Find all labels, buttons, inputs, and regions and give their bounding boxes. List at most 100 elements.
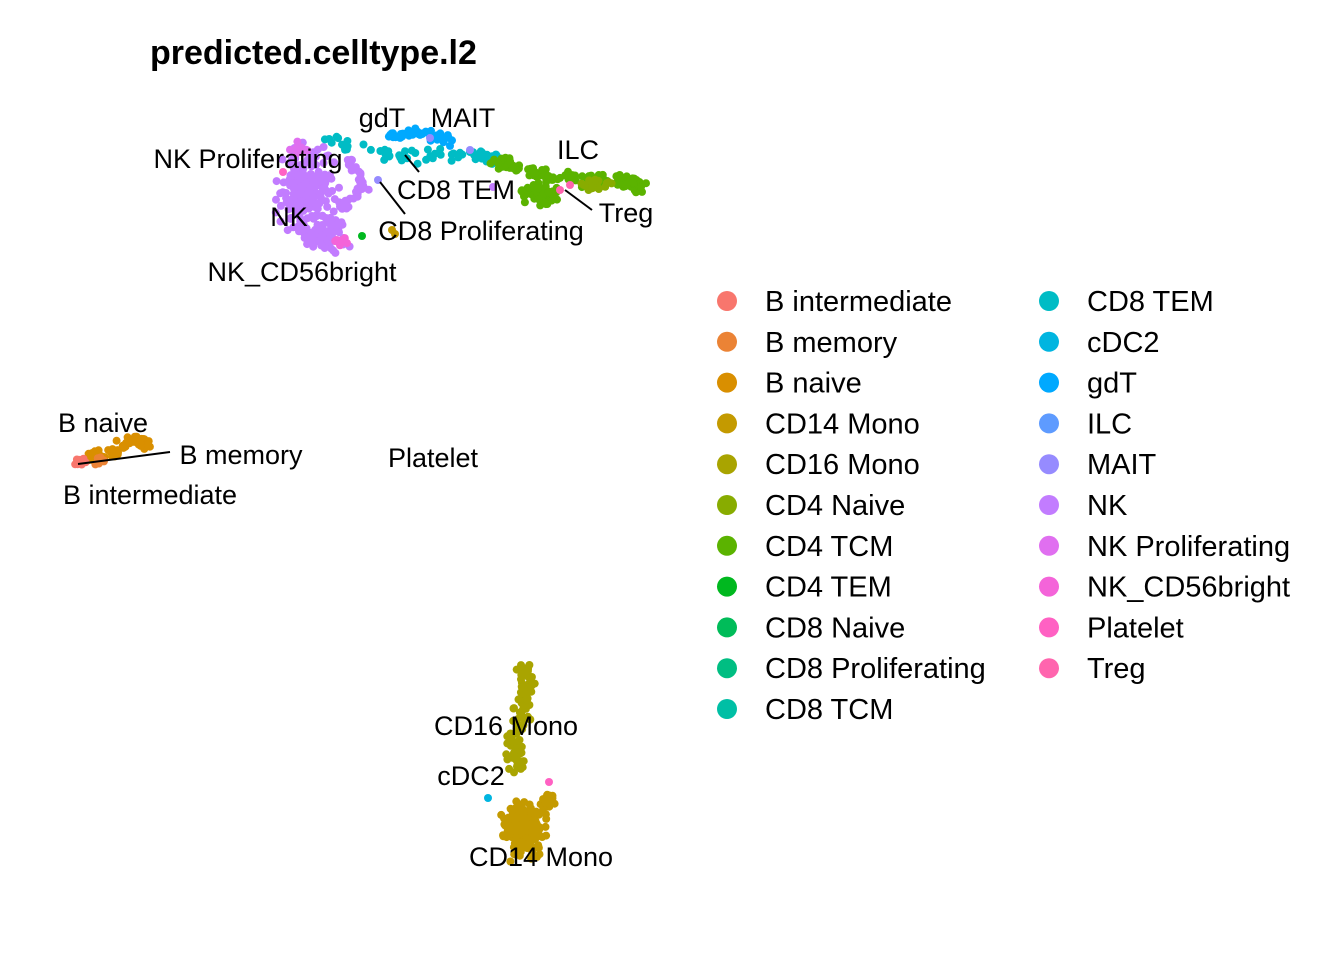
point-cd14-mono: [538, 833, 547, 841]
legend-label-cd8-proliferating: CD8 Proliferating: [765, 653, 986, 685]
point-nk: [301, 179, 310, 188]
legend-key-cdc2: [1039, 331, 1059, 352]
leader-line-3: [564, 189, 593, 211]
point-nk: [314, 167, 323, 176]
cluster-label-b-naive: B naive: [58, 408, 148, 438]
legend-label-cd16-mono: CD16 Mono: [765, 449, 920, 481]
leader-line-1: [379, 181, 406, 215]
point-cd8-tem: [471, 155, 480, 164]
cluster-label-mait: MAIT: [431, 103, 496, 133]
point-cd16-mono: [526, 715, 535, 724]
point-cd4-tem: [358, 232, 366, 240]
point-nk: [319, 159, 328, 167]
point-cd16-mono: [520, 681, 528, 690]
point-cd16-mono: [530, 679, 539, 688]
point-cd8-tem: [334, 134, 343, 143]
point-nk-proliferating: [303, 146, 312, 155]
point-b-naive: [118, 441, 127, 450]
legend-key-treg: [1039, 658, 1059, 679]
point-cd16-mono: [513, 725, 522, 734]
point-nk: [289, 179, 298, 188]
point-b-naive: [143, 440, 152, 449]
legend-label-treg: Treg: [1087, 653, 1146, 685]
point-nk: [335, 183, 343, 192]
legend-key-nk: [1039, 495, 1059, 515]
legend-label-gdt: gdT: [1087, 368, 1137, 400]
point-cd4-tcm: [534, 195, 543, 204]
point-cdc2: [484, 794, 492, 802]
legend-key-cd4-tcm: [717, 535, 737, 556]
legend-label-platelet: Platelet: [1087, 612, 1184, 644]
cluster-label-b-memory: B memory: [179, 440, 303, 470]
point-cd4-naive: [604, 178, 613, 187]
point-platelet: [279, 168, 287, 176]
point-nk: [283, 226, 292, 235]
point-cd14-mono: [533, 852, 541, 861]
point-nk: [287, 158, 296, 167]
point-cd16-mono: [523, 695, 532, 704]
point-cd14-mono: [548, 795, 557, 804]
point-cd8-tem: [456, 148, 464, 157]
cluster-label-cd8-proliferating: CD8 Proliferating: [378, 216, 584, 246]
points-layer: [71, 124, 650, 866]
point-cd4-tcm: [538, 166, 547, 174]
leader-line-0: [77, 451, 171, 465]
point-nk: [320, 170, 329, 179]
point-cd14-mono: [541, 822, 550, 831]
point-b-naive: [112, 436, 121, 445]
point-nk: [271, 208, 280, 217]
legend-key-b-naive: [717, 372, 737, 393]
cluster-label-nk-cd56bright: NK_CD56bright: [207, 257, 397, 287]
point-cd14-mono: [519, 809, 528, 818]
point-cd4-tcm: [547, 175, 556, 184]
legend-key-cd16-mono: [717, 454, 737, 475]
point-cd14-mono: [521, 822, 530, 831]
point-b-intermediate: [75, 455, 84, 464]
legend-key-nk-cd56bright: [1039, 576, 1059, 597]
point-cd16-mono: [525, 661, 534, 669]
point-nk: [278, 188, 287, 197]
point-cd14-mono: [534, 841, 543, 850]
legend-key-cd8-proliferating: [717, 658, 737, 679]
point-nk: [327, 221, 336, 230]
point-cd16-mono: [510, 768, 518, 777]
point-cd8-tem: [483, 151, 492, 160]
point-nk: [278, 155, 287, 164]
legend-key-cd8-tem: [1039, 291, 1059, 311]
point-mait: [426, 134, 434, 142]
point-nk: [321, 185, 330, 194]
point-cd14-mono: [529, 829, 537, 838]
point-nk: [286, 172, 295, 180]
point-cd4-tcm: [632, 188, 640, 197]
point-nk: [354, 185, 362, 194]
point-nk: [330, 158, 338, 167]
point-cd16-mono: [518, 706, 527, 715]
point-cd14-mono: [506, 857, 515, 866]
point-cd8-tem: [384, 147, 393, 156]
point-nk: [356, 170, 365, 179]
point-cd4-tcm: [629, 178, 638, 187]
point-cd4-tcm: [530, 169, 539, 178]
point-nk: [279, 178, 288, 187]
point-mait: [466, 146, 474, 154]
point-cd4-tcm: [547, 196, 556, 205]
point-cd4-tcm: [556, 173, 564, 182]
point-cd16-mono: [516, 764, 525, 773]
point-cd8-tem: [436, 145, 445, 153]
legend-key-b-memory: [717, 331, 737, 352]
point-cd16-mono: [519, 721, 528, 730]
point-cd14-mono: [497, 810, 506, 819]
point-cd14-mono: [501, 821, 510, 830]
leader-line-2: [404, 154, 420, 173]
legend-key-platelet: [1039, 617, 1059, 638]
point-cd4-naive: [591, 175, 600, 184]
legend-label-b-intermediate: B intermediate: [765, 286, 952, 318]
point-treg: [566, 181, 574, 189]
point-cd14-mono: [388, 226, 396, 234]
chart-title: predicted.celltype.l2: [150, 34, 477, 72]
legend-label-cdc2: cDC2: [1087, 327, 1160, 359]
point-nk: [321, 197, 330, 206]
point-nk: [312, 212, 321, 221]
point-nk: [316, 224, 325, 233]
point-cd4-tcm: [518, 188, 527, 197]
